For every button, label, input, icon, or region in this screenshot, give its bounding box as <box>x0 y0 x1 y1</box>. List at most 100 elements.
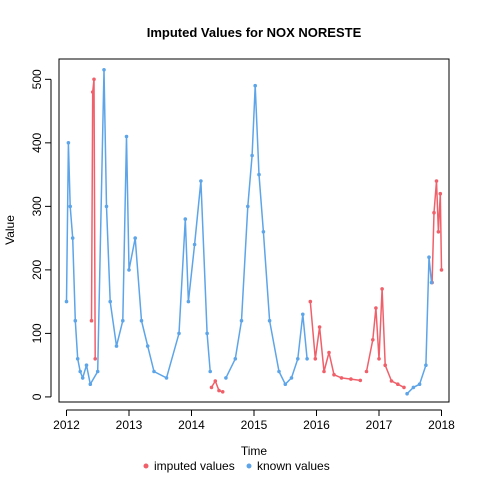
y-tick-label: 200 <box>30 260 44 280</box>
data-point-imputed-values <box>220 390 225 394</box>
data-point-imputed-values <box>364 369 369 374</box>
legend-marker-imputed-values <box>143 463 149 469</box>
data-point-known-values <box>305 357 309 361</box>
data-point-imputed-values <box>332 372 336 377</box>
data-point-imputed-values <box>93 357 97 361</box>
data-point-known-values <box>205 331 209 336</box>
data-point-known-values <box>88 382 93 387</box>
series-line-imputed-values-2 <box>309 301 361 382</box>
data-point-known-values <box>80 376 85 380</box>
data-point-imputed-values <box>374 306 378 310</box>
data-point-imputed-values <box>389 379 394 383</box>
data-point-known-values <box>239 318 244 323</box>
data-point-known-values <box>417 382 422 387</box>
data-point-imputed-values <box>313 357 318 361</box>
data-point-known-values <box>246 204 250 209</box>
data-point-imputed-values <box>349 377 353 381</box>
data-point-known-values <box>133 236 137 240</box>
data-point-imputed-values <box>371 338 375 342</box>
data-point-known-values <box>405 391 409 396</box>
data-point-imputed-values <box>396 382 400 387</box>
data-point-imputed-values <box>213 379 218 383</box>
x-tick-label: 2012 <box>53 418 80 432</box>
data-point-imputed-values <box>358 378 363 383</box>
data-point-known-values <box>121 318 125 323</box>
data-point-imputed-values <box>438 191 443 196</box>
data-point-known-values <box>114 344 119 348</box>
data-point-known-values <box>68 204 72 209</box>
data-point-imputed-values <box>90 90 95 94</box>
data-point-imputed-values <box>377 357 381 361</box>
data-point-imputed-values <box>327 350 331 355</box>
y-tick-label: 500 <box>30 69 44 89</box>
y-axis-label: Value <box>3 215 17 245</box>
data-point-imputed-values <box>383 363 388 368</box>
y-axis: 0 100 200 300 400 500 <box>30 69 52 400</box>
series-line-imputed-values-0 <box>90 79 96 359</box>
data-point-known-values <box>301 312 305 317</box>
data-point-known-values <box>253 83 257 88</box>
data-point-known-values <box>296 357 300 361</box>
data-point-known-values <box>152 369 156 374</box>
x-tick-label: 2016 <box>303 418 330 432</box>
data-point-known-values <box>84 363 89 368</box>
x-tick-label: 2014 <box>178 418 205 432</box>
data-point-known-values <box>277 369 281 374</box>
series-line-imputed-values-4 <box>431 180 443 283</box>
series-line-imputed-values-1 <box>210 379 223 393</box>
series-line-known-values-0 <box>65 69 211 387</box>
data-point-known-values <box>102 68 106 72</box>
data-point-known-values <box>411 385 416 390</box>
data-point-imputed-values <box>322 369 326 374</box>
series-line-known-values-2 <box>406 257 433 395</box>
data-point-known-values <box>177 331 181 336</box>
data-point-known-values <box>427 255 431 259</box>
data-point-imputed-values <box>436 230 441 234</box>
data-point-known-values <box>224 376 228 380</box>
data-point-known-values <box>124 134 129 139</box>
data-point-known-values <box>424 363 428 368</box>
data-point-known-values <box>192 242 197 247</box>
data-point-known-values <box>145 344 150 348</box>
data-point-known-values <box>127 268 131 272</box>
data-point-imputed-values <box>217 388 221 393</box>
data-point-known-values <box>108 299 112 304</box>
data-point-known-values <box>73 318 78 323</box>
data-point-known-values <box>66 141 71 145</box>
x-tick-label: 2015 <box>241 418 268 432</box>
data-point-known-values <box>257 172 261 177</box>
data-point-known-values <box>233 357 238 361</box>
data-point-known-values <box>250 153 254 158</box>
data-point-imputed-values <box>380 287 384 291</box>
legend: imputed values known values <box>143 459 330 473</box>
data-point-imputed-values <box>434 179 439 183</box>
legend-marker-known-values <box>246 463 252 469</box>
data-point-known-values <box>164 376 169 380</box>
data-point-known-values <box>70 236 75 240</box>
x-tick-label: 2018 <box>428 418 455 432</box>
plot-frame <box>58 58 450 403</box>
plot-area <box>64 68 444 396</box>
y-tick-label: 0 <box>30 393 44 400</box>
data-point-known-values <box>186 299 191 304</box>
data-point-known-values <box>208 369 212 374</box>
data-point-imputed-values <box>209 385 214 390</box>
data-point-known-values <box>267 318 272 323</box>
x-tick-label: 2013 <box>116 418 143 432</box>
data-point-known-values <box>64 299 69 304</box>
chart-title: Imputed Values for NOX NORESTE <box>147 25 362 40</box>
data-point-imputed-values <box>89 318 94 323</box>
data-point-imputed-values <box>402 385 406 390</box>
data-point-imputed-values <box>308 299 313 304</box>
legend-label-imputed-values: imputed values <box>154 459 235 473</box>
data-point-imputed-values <box>432 210 436 215</box>
data-point-known-values <box>283 382 288 387</box>
data-point-known-values <box>429 280 434 285</box>
data-point-imputed-values <box>339 376 344 380</box>
data-point-known-values <box>289 376 294 380</box>
series-line-known-values-1 <box>225 85 308 386</box>
data-point-known-values <box>139 318 144 323</box>
data-point-imputed-values <box>92 77 96 82</box>
x-axis: 2012 2013 2014 2015 2016 2017 2018 <box>53 409 455 432</box>
